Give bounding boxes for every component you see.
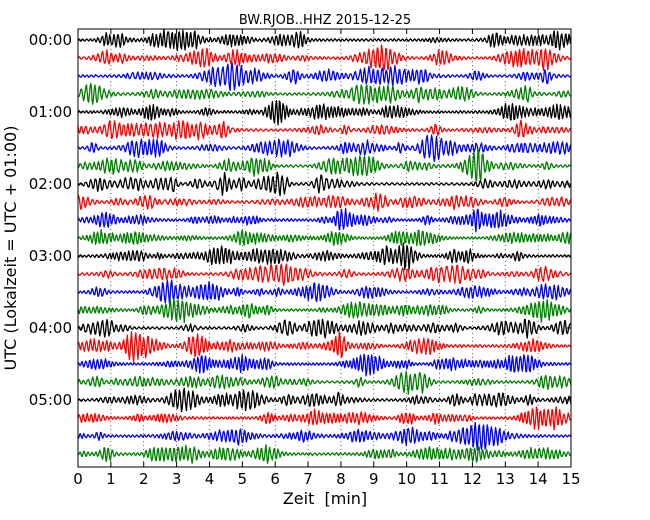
trace-line — [77, 134, 572, 163]
trace-line — [77, 370, 572, 395]
y-tick-label: 02:00 — [29, 175, 72, 193]
trace-line — [77, 28, 572, 52]
trace-line — [77, 192, 572, 212]
trace-line — [77, 229, 572, 247]
y-tick-label: 03:00 — [29, 247, 72, 265]
x-tick-label: 13 — [496, 470, 515, 488]
x-tick-label: 3 — [172, 470, 182, 488]
trace-line — [77, 119, 572, 141]
trace-line — [77, 353, 572, 377]
chart-title: BW.RJOB..HHZ 2015-12-25 — [239, 13, 411, 28]
x-tick-label: 6 — [270, 470, 280, 488]
trace-line — [77, 171, 572, 197]
trace-line — [77, 82, 572, 105]
x-tick-label: 14 — [529, 470, 548, 488]
plot-frame — [77, 28, 572, 468]
trace-line — [77, 444, 572, 464]
trace-line — [77, 298, 572, 323]
x-tick-label: 10 — [397, 470, 416, 488]
x-tick-label: 15 — [561, 470, 580, 488]
trace-line — [77, 62, 572, 92]
trace-line — [77, 406, 572, 431]
x-tick-label: 4 — [205, 470, 215, 488]
y-tick-label: 04:00 — [29, 319, 72, 337]
y-axis: 00:00 01:00 02:00 03:00 04:00 05:00 — [29, 31, 571, 409]
trace-line — [77, 330, 572, 363]
x-tick-label: 1 — [106, 470, 116, 488]
y-tick-label: 01:00 — [29, 103, 72, 121]
y-axis-label: UTC (Lokalzeit = UTC + 01:00) — [1, 126, 20, 371]
trace-line — [77, 207, 572, 233]
y-tick-label: 00:00 — [29, 31, 72, 49]
trace-line — [77, 148, 572, 182]
x-axis: 0 1 2 3 4 5 6 7 8 9 10 11 12 13 14 15 — [73, 29, 581, 488]
trace-line — [77, 279, 572, 306]
trace-line — [77, 318, 572, 339]
x-tick-label: 5 — [238, 470, 248, 488]
trace-line — [77, 387, 572, 413]
x-tick-label: 8 — [336, 470, 346, 488]
trace-line — [77, 99, 572, 126]
x-tick-label: 9 — [369, 470, 379, 488]
x-tick-label: 11 — [430, 470, 449, 488]
x-axis-label: Zeit [min] — [283, 489, 367, 508]
trace-line — [77, 421, 572, 451]
trace-line — [77, 263, 572, 287]
x-tick-label: 7 — [303, 470, 313, 488]
seismic-traces — [77, 28, 572, 464]
x-tick-label: 2 — [139, 470, 149, 488]
trace-line — [77, 44, 572, 72]
x-tick-label: 12 — [463, 470, 482, 488]
x-tick-label: 0 — [73, 470, 83, 488]
y-tick-label: 05:00 — [29, 391, 72, 409]
trace-line — [77, 242, 572, 271]
